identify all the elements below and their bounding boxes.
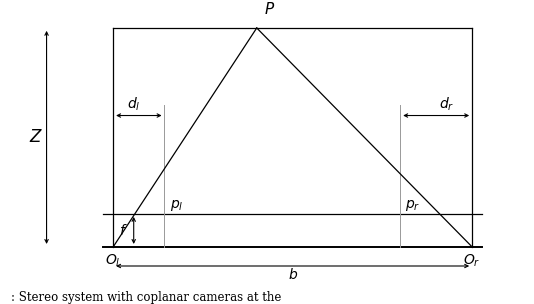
Text: : Stereo system with coplanar cameras at the: : Stereo system with coplanar cameras at…: [11, 291, 281, 304]
Text: $Z$: $Z$: [29, 129, 43, 146]
Text: $d_r$: $d_r$: [439, 96, 454, 113]
Text: $p_l$: $p_l$: [170, 198, 183, 213]
Text: $b$: $b$: [288, 267, 297, 282]
Text: $P$: $P$: [264, 1, 276, 17]
Text: $O_l$: $O_l$: [105, 252, 121, 269]
Text: $O_r$: $O_r$: [464, 252, 481, 269]
Text: $d_l$: $d_l$: [127, 96, 140, 113]
Text: $f$: $f$: [119, 223, 128, 238]
Text: $p_r$: $p_r$: [405, 198, 421, 213]
